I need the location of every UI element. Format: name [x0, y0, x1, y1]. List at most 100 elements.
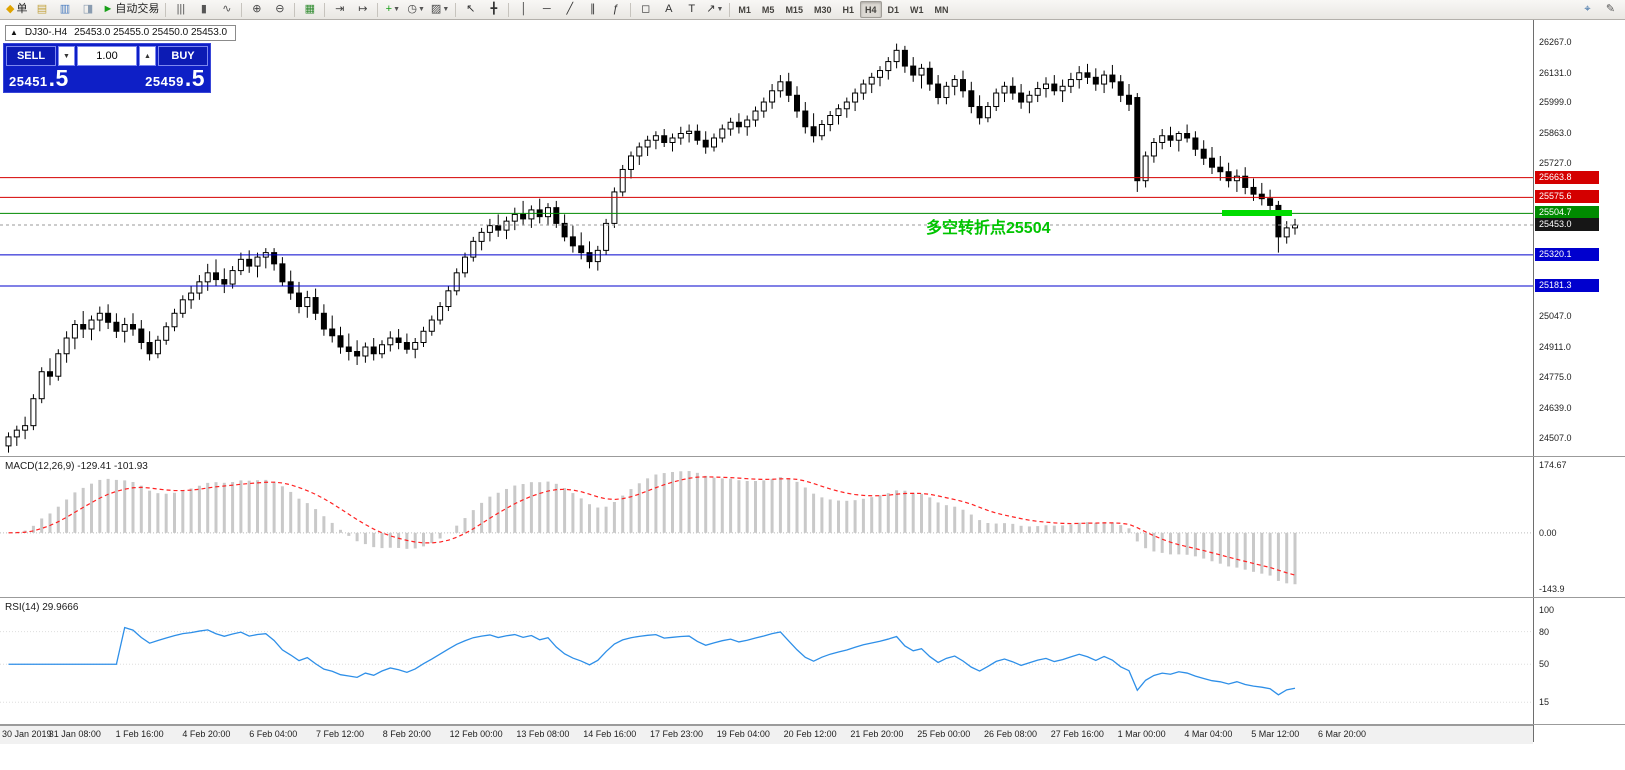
timeframe-h4-button[interactable]: H4: [859, 1, 882, 18]
candle-body: [735, 121, 742, 128]
templates-button[interactable]: ▨ ▼: [430, 3, 450, 15]
text-label-icon[interactable]: T: [688, 3, 696, 15]
bar-chart-icon[interactable]: |||: [176, 3, 186, 15]
candle-body: [877, 70, 883, 78]
pane-separator[interactable]: [0, 597, 1625, 598]
timeframe-mn-button[interactable]: MN: [934, 4, 949, 15]
candle-body: [154, 339, 161, 355]
tile-windows-icon[interactable]: ▦: [304, 3, 316, 15]
trendline-icon[interactable]: ╱: [566, 3, 574, 15]
volume-input[interactable]: 1.00: [77, 46, 137, 66]
price-tick: 24639.0: [1539, 402, 1572, 413]
market-watch-icon[interactable]: ▥: [59, 3, 71, 15]
candle-body: [320, 312, 327, 330]
timeframe-d1-button[interactable]: D1: [887, 4, 900, 15]
chart-shift-icon[interactable]: ↦: [358, 3, 368, 15]
timeframe-m5-button[interactable]: M5: [761, 4, 775, 15]
zoom-out-icon[interactable]: ⊖: [275, 3, 285, 15]
candle-body: [1159, 135, 1166, 143]
candle-body: [545, 207, 551, 218]
chart-title-tab[interactable]: ▲ DJ30-.H4 25453.0 25455.0 25450.0 25453…: [5, 25, 237, 41]
timeframe-w1-button[interactable]: W1: [910, 4, 924, 15]
annotation-text[interactable]: 多空转折点25504: [926, 218, 1051, 237]
arrows-button[interactable]: ↗ ▼: [706, 3, 724, 15]
candle-body: [1200, 148, 1207, 159]
rsi-tick: 80: [1539, 626, 1550, 637]
fibonacci-icon[interactable]: ƒ: [612, 3, 619, 15]
candle-body: [694, 130, 701, 141]
candle-body: [38, 371, 45, 400]
macd-indicator-pane[interactable]: [0, 457, 1533, 597]
candle-body: [470, 240, 477, 258]
time-label: 7 Feb 12:00: [316, 729, 365, 739]
shapes-icon[interactable]: ◻: [641, 3, 651, 15]
volume-increase-button[interactable]: ▲: [139, 46, 156, 66]
buy-price[interactable]: 25459.5: [145, 67, 205, 90]
sell-price[interactable]: 25451.5: [9, 67, 69, 90]
candle-body: [818, 124, 825, 137]
symbol-search-icon[interactable]: ⌖: [1584, 3, 1591, 15]
volume-decrease-button[interactable]: ▼: [58, 46, 75, 66]
candle-body: [644, 139, 651, 148]
crosshair-icon[interactable]: ╋: [490, 3, 498, 15]
time-label: 8 Feb 20:00: [382, 729, 431, 739]
time-label: 1 Feb 16:00: [115, 729, 164, 739]
rsi-indicator-pane[interactable]: [0, 598, 1533, 724]
timeframe-m15-button[interactable]: M15: [785, 4, 803, 15]
candle-body: [1233, 175, 1240, 182]
auto-scroll-icon[interactable]: ⇥: [335, 3, 345, 15]
time-label: 13 Feb 08:00: [516, 729, 570, 739]
periods-button-dropdown-icon: ▼: [417, 6, 425, 13]
text-icon[interactable]: A: [665, 3, 673, 15]
time-axis[interactable]: 30 Jan 2019 31 Jan 08:00 1 Feb 16:00 4 Feb …: [0, 725, 1533, 744]
quick-draw-icon[interactable]: ✎: [1605, 3, 1616, 15]
zoom-in-icon[interactable]: ⊕: [252, 3, 262, 15]
timeframe-m30-button[interactable]: M30: [813, 4, 832, 15]
candle-body: [1109, 74, 1116, 83]
candle-body: [1292, 224, 1298, 229]
cursor-icon[interactable]: ↖: [466, 3, 476, 15]
charts-profile-icon[interactable]: ▤: [36, 3, 48, 15]
main-chart-pane[interactable]: 多空转折点25504: [0, 20, 1533, 456]
horizontal-line-icon[interactable]: ─: [542, 3, 551, 15]
candle-body: [1051, 83, 1058, 92]
data-window-icon[interactable]: ◨: [82, 3, 94, 15]
toolbar-separator: [508, 2, 510, 17]
periods-button[interactable]: ◷ ▼: [407, 3, 425, 15]
level-price-box: 25504.7: [1535, 206, 1599, 220]
candle-body: [254, 256, 261, 267]
timeframe-h1-button[interactable]: H1: [842, 4, 854, 15]
channel-icon[interactable]: ∥: [590, 3, 596, 15]
candle-body: [420, 330, 427, 344]
toolbar-separator: [630, 2, 632, 17]
vertical-line-icon[interactable]: │: [520, 3, 528, 15]
timeframe-m1-button[interactable]: M1: [738, 4, 751, 15]
candle-body: [827, 115, 834, 126]
candle-body: [843, 101, 850, 110]
candle-body: [213, 272, 219, 281]
candle-body: [1209, 157, 1215, 168]
line-chart-icon[interactable]: ∿: [222, 3, 232, 15]
candle-body: [1275, 204, 1282, 238]
candle-body: [179, 299, 186, 314]
price-axis[interactable]: 26267.0 26131.0 25999.0 25863.0 25727.0 25047…: [1533, 20, 1625, 742]
candlestick-chart-icon[interactable]: ▮: [200, 3, 207, 15]
candle-body: [196, 281, 203, 294]
candle-body: [760, 101, 767, 112]
new-order-button[interactable]: ◆ 单: [6, 3, 28, 15]
candle-body: [47, 371, 53, 377]
price-tick: 24507.0: [1539, 432, 1572, 443]
candle-body: [1217, 166, 1224, 173]
pane-separator[interactable]: [0, 456, 1625, 457]
candle-icon: ▲: [10, 28, 18, 37]
candle-body: [686, 130, 693, 134]
candle-body: [586, 252, 593, 263]
autotrading-button[interactable]: ► 自动交易: [102, 3, 160, 15]
indicators-button[interactable]: + ▼: [385, 3, 401, 15]
sell-button[interactable]: SELL: [6, 46, 56, 66]
buy-button[interactable]: BUY: [158, 46, 208, 66]
price-tick: 25727.0: [1539, 158, 1572, 169]
indicators-button-dropdown-icon: ▼: [393, 6, 401, 13]
level-price-box: 25181.3: [1535, 279, 1599, 293]
time-label: 4 Feb 20:00: [182, 729, 231, 739]
